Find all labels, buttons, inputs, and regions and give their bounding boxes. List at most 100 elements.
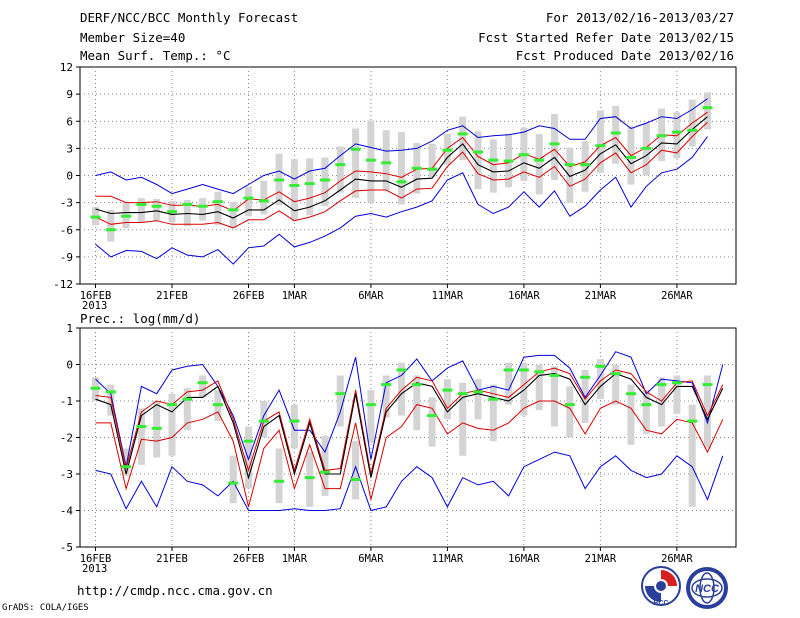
median-marker bbox=[90, 386, 101, 390]
x-tick-label: 11MAR bbox=[432, 290, 464, 302]
panel-title: Prec.: log(mm/d) bbox=[80, 311, 200, 326]
ensemble-box bbox=[551, 366, 558, 427]
header-produced-date: Fcst Produced Date 2013/02/16 bbox=[515, 48, 734, 63]
median-marker bbox=[121, 214, 132, 218]
inner-upper-line bbox=[95, 367, 724, 475]
median-marker bbox=[289, 183, 300, 187]
footer-url[interactable]: http://cmdp.ncc.cma.gov.cn bbox=[77, 583, 273, 598]
ensemble-box bbox=[137, 198, 145, 223]
ensemble-box bbox=[122, 448, 130, 476]
ensemble-box bbox=[382, 375, 390, 418]
ensemble-box bbox=[367, 390, 375, 443]
median-marker bbox=[105, 390, 116, 394]
x-tick-label: 6MAR bbox=[358, 290, 384, 302]
median-marker bbox=[258, 419, 269, 423]
median-marker bbox=[182, 202, 193, 206]
ensemble-box bbox=[382, 130, 390, 190]
ensemble-box bbox=[581, 141, 589, 192]
ensemble-box bbox=[321, 157, 329, 207]
median-marker bbox=[381, 383, 392, 387]
median-marker bbox=[626, 155, 636, 159]
median-marker bbox=[656, 383, 667, 387]
x-year-label: 2013 bbox=[82, 300, 107, 312]
median-marker bbox=[350, 147, 361, 151]
median-marker bbox=[488, 397, 499, 401]
median-marker bbox=[641, 146, 652, 150]
ensemble-box bbox=[520, 362, 528, 416]
ensemble-box bbox=[428, 397, 436, 447]
x-tick-label: 16MAR bbox=[508, 553, 540, 565]
y-tick-label: 6 bbox=[66, 115, 73, 128]
x-tick-label: 21MAR bbox=[585, 553, 617, 565]
median-marker bbox=[167, 403, 177, 407]
ensemble-box bbox=[229, 455, 237, 504]
median-marker bbox=[258, 199, 269, 203]
median-marker bbox=[564, 163, 575, 167]
median-marker bbox=[167, 210, 177, 214]
ensemble-box bbox=[474, 131, 482, 190]
y-tick-label: -1 bbox=[60, 395, 73, 408]
median-marker bbox=[610, 131, 621, 135]
inner-upper-line bbox=[95, 111, 708, 212]
median-marker bbox=[595, 144, 606, 148]
median-marker bbox=[381, 161, 392, 165]
ensemble-box bbox=[229, 201, 237, 228]
median-marker bbox=[243, 439, 254, 443]
y-tick-label: 1 bbox=[66, 322, 73, 335]
median-marker bbox=[427, 414, 438, 418]
median-marker bbox=[580, 163, 591, 167]
median-marker bbox=[182, 397, 193, 401]
x-tick-label: 16FEB bbox=[80, 290, 112, 302]
median-marker bbox=[411, 166, 422, 170]
ensemble-box bbox=[459, 116, 467, 161]
ensemble-box bbox=[306, 158, 314, 216]
median-marker bbox=[702, 106, 713, 110]
header-title: DERF/NCC/BCC Monthly Forecast bbox=[80, 10, 299, 25]
ensemble-box bbox=[398, 362, 405, 416]
y-tick-label: -6 bbox=[60, 224, 73, 237]
ensemble-box bbox=[290, 159, 298, 221]
y-tick-label: 0 bbox=[66, 359, 73, 372]
median-marker bbox=[151, 204, 162, 208]
median-marker bbox=[396, 180, 407, 184]
ensemble-box bbox=[245, 186, 252, 217]
header-forecast-period: For 2013/02/16-2013/03/27 bbox=[545, 10, 734, 25]
median-marker bbox=[350, 477, 361, 481]
ensemble-box bbox=[183, 388, 191, 431]
x-year-label: 2013 bbox=[82, 563, 107, 575]
precipitation-panel: -5 -4 -3 -2 -1 0 1 16FEB 21FEB 26FEB 1MAR 6MAR 11MAR… bbox=[60, 311, 737, 575]
y-tick-label: -2 bbox=[60, 432, 73, 445]
median-marker bbox=[503, 159, 514, 163]
median-marker bbox=[534, 370, 545, 374]
ensemble-box bbox=[474, 379, 482, 420]
ensemble-box bbox=[260, 180, 268, 215]
x-tick-label: 21MAR bbox=[585, 290, 617, 302]
median-marker bbox=[595, 364, 606, 368]
inner-lower-line bbox=[95, 121, 708, 229]
median-marker bbox=[289, 419, 300, 423]
median-marker bbox=[488, 158, 499, 162]
bcc-logo-text: BCC bbox=[653, 600, 668, 607]
median-marker bbox=[626, 392, 636, 396]
ensemble-box bbox=[596, 359, 604, 400]
x-tick-label: 21FEB bbox=[156, 553, 188, 565]
x-tick-label: 26FEB bbox=[233, 553, 265, 565]
median-marker bbox=[534, 158, 545, 162]
y-tick-label: 0 bbox=[66, 170, 73, 183]
inner-lower-line bbox=[95, 400, 724, 508]
ensemble-box bbox=[137, 408, 145, 465]
ensemble-box bbox=[489, 139, 497, 193]
median-marker bbox=[197, 381, 208, 385]
median-marker bbox=[197, 204, 208, 208]
ensemble-box bbox=[352, 128, 360, 199]
y-tick-label: 9 bbox=[66, 88, 73, 101]
median-marker bbox=[228, 481, 239, 485]
ensemble-box bbox=[673, 375, 681, 414]
median-marker bbox=[320, 178, 330, 182]
median-marker bbox=[442, 148, 453, 152]
y-tick-label: -5 bbox=[60, 541, 73, 554]
ensemble-box bbox=[245, 426, 252, 489]
median-marker bbox=[274, 178, 285, 182]
median-marker bbox=[457, 132, 468, 136]
